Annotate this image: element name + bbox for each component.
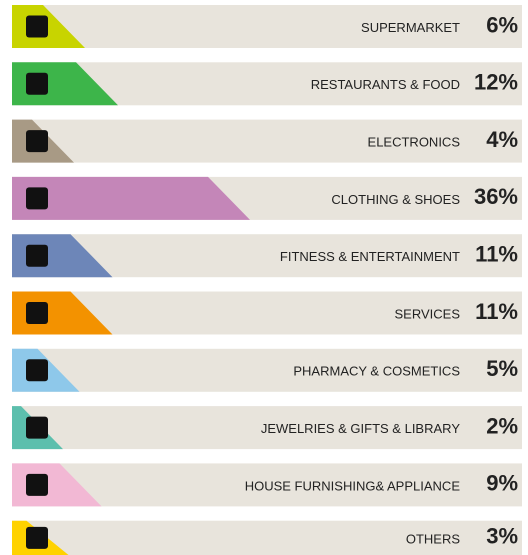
icon [26,359,48,382]
value-label: 6% [486,12,518,37]
row-background [12,348,522,392]
icon [26,244,48,267]
icon [26,72,48,95]
value-label: 3% [486,524,518,549]
category-label: HOUSE FURNISHING& APPLIANCE [245,478,461,493]
category-label: RESTAURANTS & FOOD [311,77,460,92]
icon [26,526,48,549]
icon [26,130,48,153]
value-label: 4% [486,127,518,152]
value-label: 36% [474,184,518,209]
icon [26,187,48,210]
value-label: 11% [475,242,518,267]
value-label: 12% [474,70,518,95]
row-background [12,406,522,450]
category-label: JEWELRIES & GIFTS & LIBRARY [261,421,460,436]
category-label: SERVICES [394,306,460,321]
row-background [12,5,522,48]
value-label: 2% [486,413,518,438]
category-label: PHARMACY & COSMETICS [293,364,460,379]
category-label: SUPERMARKET [361,20,460,35]
icon [26,302,48,324]
category-label: ELECTRONICS [368,135,461,150]
icon [26,416,48,439]
icon [26,473,48,496]
row-background [12,119,522,163]
row-background [12,520,522,555]
category-label: FITNESS & ENTERTAINMENT [280,249,460,264]
value-label: 11% [475,299,518,324]
category-label: CLOTHING & SHOES [331,192,460,207]
bar [12,176,250,220]
value-label: 5% [486,356,518,381]
row-background [12,463,522,507]
icon [26,15,48,38]
category-label: OTHERS [406,531,461,546]
value-label: 9% [486,471,518,496]
